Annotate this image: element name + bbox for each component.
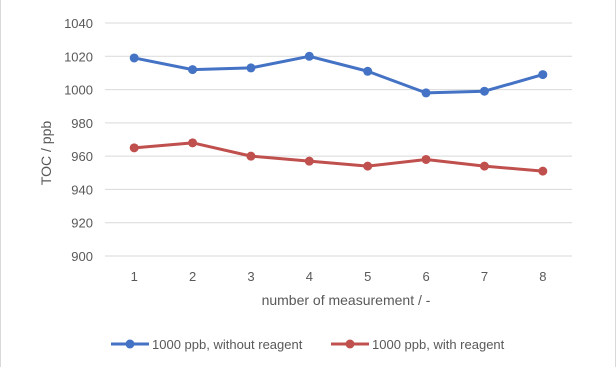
x-tick-label: 1 bbox=[131, 269, 138, 284]
gridlines bbox=[105, 22, 572, 257]
y-tick-label: 900 bbox=[71, 249, 93, 264]
data-point bbox=[188, 138, 198, 148]
y-tick-label: 920 bbox=[71, 216, 93, 231]
data-point bbox=[363, 66, 373, 76]
series-line bbox=[132, 141, 545, 173]
data-point bbox=[129, 53, 139, 63]
legend-label: 1000 ppb, without reagent bbox=[152, 337, 303, 352]
x-tick-label: 8 bbox=[539, 269, 546, 284]
legend-item-2: 1000 ppb, with reagent bbox=[331, 337, 505, 352]
data-point bbox=[363, 161, 373, 171]
y-tick-label: 1040 bbox=[64, 16, 93, 31]
series-layer bbox=[129, 51, 548, 176]
legend: 1000 ppb, without reagent 1000 ppb, with … bbox=[111, 337, 505, 352]
x-tick-label: 6 bbox=[422, 269, 429, 284]
data-point bbox=[479, 86, 489, 96]
y-tick-label: 940 bbox=[71, 182, 93, 197]
series-1 bbox=[129, 51, 548, 98]
x-axis-label: number of measurement / - bbox=[262, 292, 431, 308]
y-axis-ticks: 900 920 940 960 980 1000 1020 1040 bbox=[64, 16, 93, 264]
data-point bbox=[479, 161, 489, 171]
y-tick-label: 980 bbox=[71, 116, 93, 131]
x-tick-label: 5 bbox=[364, 269, 371, 284]
y-tick-label: 1000 bbox=[64, 83, 93, 98]
y-tick-label: 1020 bbox=[64, 49, 93, 64]
data-point bbox=[129, 143, 139, 153]
legend-marker bbox=[345, 339, 355, 349]
data-point bbox=[538, 70, 548, 80]
data-point bbox=[188, 65, 198, 75]
y-axis-label: TOC / ppb bbox=[38, 121, 54, 186]
data-point bbox=[421, 88, 431, 98]
data-point bbox=[246, 63, 256, 73]
legend-marker bbox=[125, 339, 135, 349]
series-2 bbox=[129, 138, 548, 176]
series-line bbox=[132, 54, 545, 95]
data-point bbox=[246, 151, 256, 161]
x-tick-label: 4 bbox=[306, 269, 313, 284]
data-point bbox=[538, 166, 548, 176]
data-point bbox=[304, 51, 314, 61]
legend-item-1: 1000 ppb, without reagent bbox=[111, 337, 303, 352]
data-point bbox=[304, 156, 314, 166]
x-tick-label: 7 bbox=[481, 269, 488, 284]
x-tick-label: 2 bbox=[189, 269, 196, 284]
y-tick-label: 960 bbox=[71, 149, 93, 164]
legend-label: 1000 ppb, with reagent bbox=[372, 337, 505, 352]
data-point bbox=[421, 154, 431, 164]
x-axis-ticks: 1 2 3 4 5 6 7 8 bbox=[131, 269, 547, 284]
x-tick-label: 3 bbox=[247, 269, 254, 284]
